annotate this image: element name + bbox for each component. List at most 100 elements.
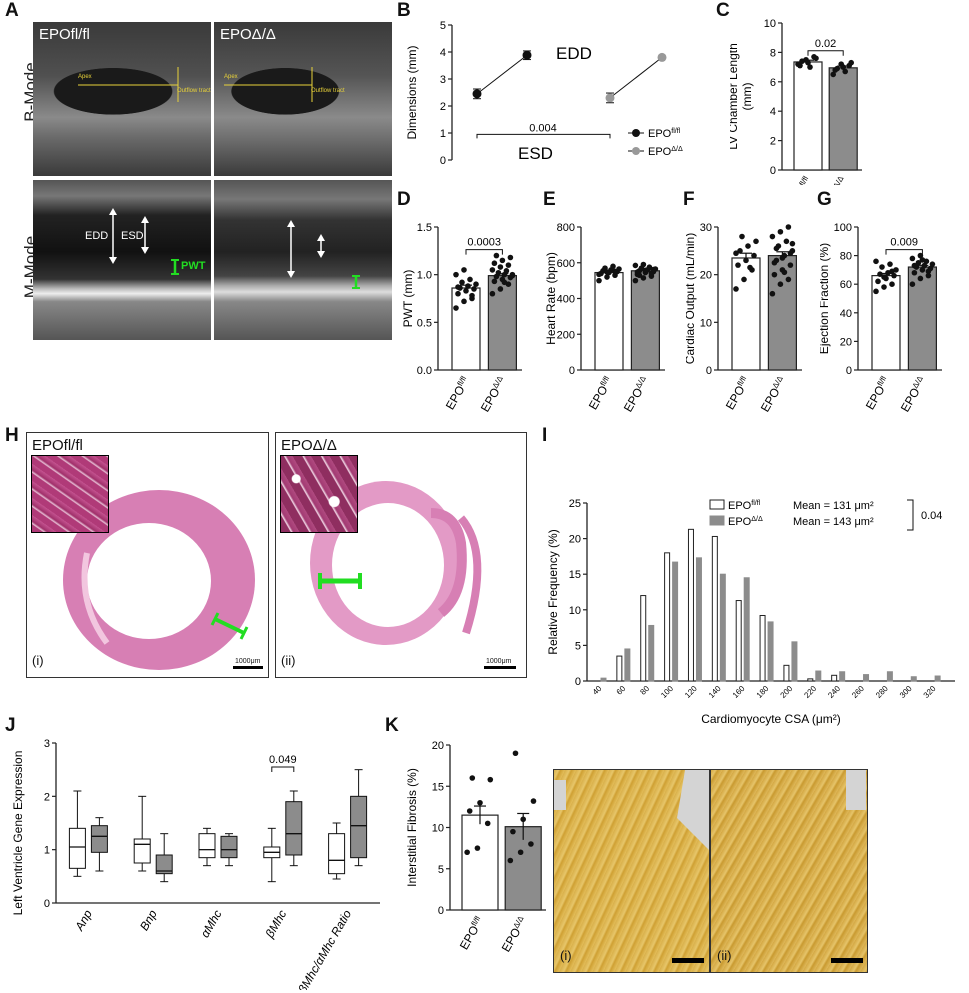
chart-k-fibrosis: 0 5 10 15 20 Interstitial Fibrosis (%) EPOfl/f… <box>405 740 546 954</box>
I-y-tick-label: 15 <box>569 569 581 581</box>
I-y-tick-label: 5 <box>575 640 581 652</box>
histology-panel-wt: EPOfl/fl 1000μm (i) <box>26 432 269 678</box>
histogram-bar-ko <box>672 561 679 682</box>
data-point <box>497 286 504 292</box>
histogram-bar-ko <box>600 677 607 682</box>
box-ko <box>90 825 108 853</box>
histogram-bar-wt <box>783 664 790 682</box>
legend-marker <box>632 129 640 137</box>
data-point <box>640 275 647 281</box>
scale-bar-wt <box>233 666 263 669</box>
data-point <box>925 268 932 275</box>
chart-b-dimensions: 0 1 2 3 4 5 Dimensions (mm) EDD ESD 0.004 EPOfl/fl… <box>405 20 683 167</box>
panel-letter-d: D <box>397 189 411 210</box>
data-point <box>911 262 918 269</box>
data-point <box>777 281 784 287</box>
data-point <box>915 259 922 266</box>
legend-swatch-wt <box>709 499 725 510</box>
histogram-bar-wt <box>735 600 742 682</box>
x-tick-label: 160 <box>731 684 747 700</box>
data-point <box>777 228 784 235</box>
data-point <box>807 64 813 70</box>
x-tick-label-ko: EPOΔ/Δ <box>757 374 789 414</box>
data-point <box>517 849 524 856</box>
data-point <box>797 62 803 69</box>
panel-letter-g: G <box>817 189 832 210</box>
legend-label-ko: EPOΔ/Δ <box>648 145 683 158</box>
panel-letter-j: J <box>5 715 16 736</box>
bar-k-wt <box>461 814 499 911</box>
data-point <box>813 55 819 62</box>
B-y-tick-label: 3 <box>440 74 446 86</box>
data-point <box>461 267 467 273</box>
x-tick-label: 200 <box>779 684 795 700</box>
chart-j-y-label: Left Ventricle Gene Expression <box>11 751 25 916</box>
F-y-tick-label: 30 <box>700 222 712 234</box>
box-ko <box>220 835 238 859</box>
x-tick-label-ko: EPOΔ/Δ <box>498 914 530 954</box>
data-point <box>493 252 500 259</box>
inset-wt <box>31 455 109 533</box>
mmode-image-ko <box>214 180 392 340</box>
data-point <box>528 841 534 847</box>
significance-bracket <box>476 133 611 139</box>
legend-label-wt: EPOfl/fl <box>728 499 761 512</box>
data-point <box>873 258 879 265</box>
data-point <box>642 267 649 274</box>
C-y-tick-label: 2 <box>770 136 776 148</box>
histology-label-ko: EPOΔ/Δ <box>281 437 337 454</box>
K-y-tick-label: 20 <box>432 740 444 752</box>
data-point <box>891 272 897 279</box>
data-point <box>507 857 514 864</box>
legend-swatch-ko <box>709 515 725 526</box>
I-y-tick-label: 25 <box>569 498 581 510</box>
x-tick-label-wt: EPOfl/fl <box>442 374 472 412</box>
scale-bar-label-wt: 1000μm <box>235 658 261 665</box>
box-ko <box>285 801 303 856</box>
subpanel-label-ki: (i) <box>560 948 572 963</box>
data-point <box>779 255 786 261</box>
bar-k-ko <box>504 826 542 911</box>
data-point <box>484 820 491 827</box>
I-y-tick-label: 0 <box>575 676 581 688</box>
significance-bracket <box>465 249 503 255</box>
J-y-tick-label: 0 <box>44 898 50 910</box>
C-y-tick-label: 8 <box>770 47 776 59</box>
chart-c-lv-length: 0 2 4 6 8 10 LV Chamber Length(mm) EPOfl/fl EPOΔ… <box>730 18 862 185</box>
data-point <box>530 798 537 804</box>
data-point <box>743 257 749 264</box>
data-point <box>881 274 887 280</box>
data-point <box>739 233 745 240</box>
subpanel-label-hii: (ii) <box>281 653 296 668</box>
data-point <box>461 298 467 305</box>
data-point-ko-edd <box>657 52 667 62</box>
data-point <box>789 240 796 247</box>
mmode-image-wt: EDD ESD PWT <box>33 180 211 340</box>
x-tick-label-ko: EPOΔ/Δ <box>897 374 929 414</box>
data-point <box>487 776 494 783</box>
chart-f-y-label: Cardiac Output (mL/min) <box>686 233 697 364</box>
J-y-tick-label: 2 <box>44 791 50 803</box>
B-y-tick-label: 0 <box>440 155 446 167</box>
B-y-tick-label: 1 <box>440 128 446 140</box>
significance-bracket <box>271 766 295 772</box>
x-tick-label: Bnp <box>137 907 160 933</box>
chart-c-y-label: LV Chamber Length(mm) <box>730 43 754 150</box>
histogram-bar-ko <box>743 577 750 682</box>
data-point <box>505 262 512 268</box>
data-point <box>769 290 776 297</box>
legend-label-ko: EPOΔ/Δ <box>728 515 763 528</box>
data-point <box>489 267 496 273</box>
data-point <box>747 264 753 271</box>
data-point <box>840 64 846 70</box>
x-tick-label-ko: EPOΔ/Δ <box>818 174 850 185</box>
data-point <box>889 281 895 287</box>
box-wt <box>68 827 86 869</box>
data-point <box>773 245 780 252</box>
series-line <box>609 57 663 99</box>
box-wt <box>133 838 151 864</box>
data-point <box>787 262 794 268</box>
x-tick-label: 180 <box>755 684 771 700</box>
legend-mean-ko: Mean = 143 μm² <box>793 516 874 528</box>
